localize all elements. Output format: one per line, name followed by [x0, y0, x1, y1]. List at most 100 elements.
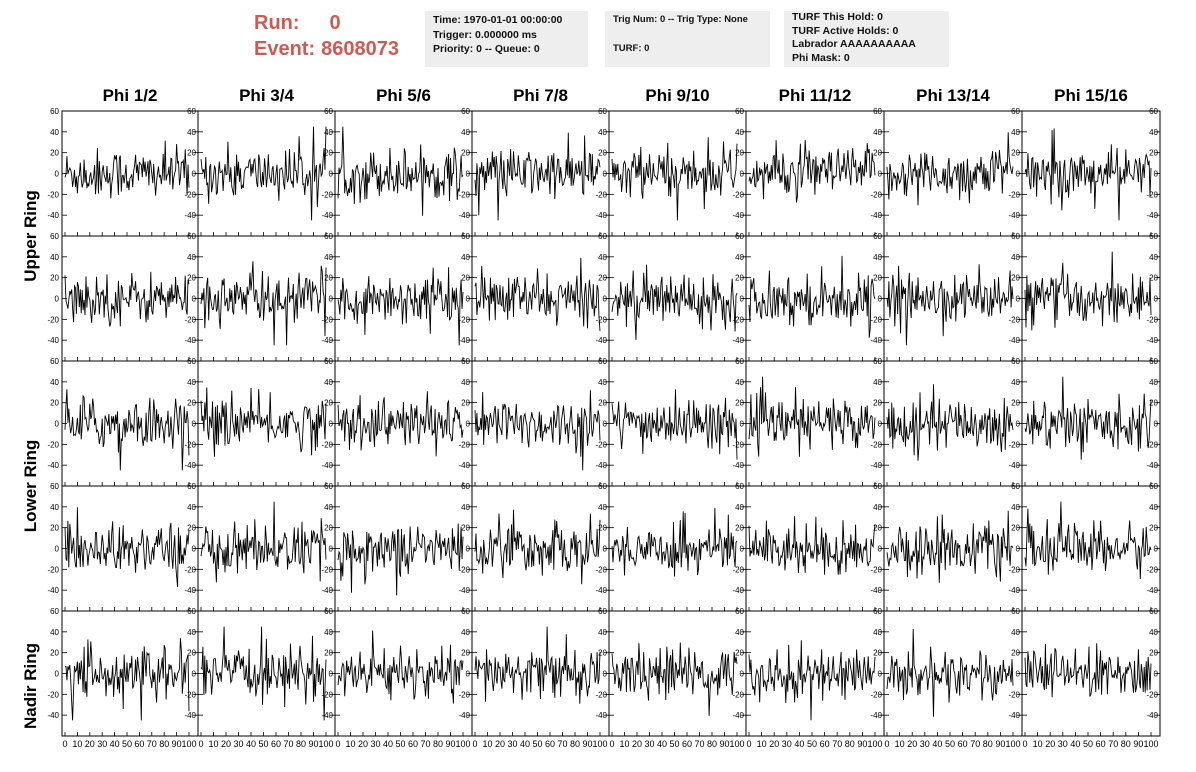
y-tick-label: -40 — [732, 211, 744, 220]
y-tick-label: 60 — [187, 107, 196, 116]
y-tick-label: -20 — [732, 190, 744, 199]
x-tick-label: 60 — [958, 739, 968, 749]
y-tick-label: -20 — [458, 690, 470, 699]
x-tick-label: 60 — [271, 739, 281, 749]
y-tick-label: 60 — [873, 482, 882, 491]
x-tick-label: 0 — [884, 739, 889, 749]
y-tick-label: 20 — [873, 649, 882, 658]
x-tick-label: 30 — [97, 739, 107, 749]
x-tick-label: 20 — [358, 739, 368, 749]
y-tick-label: 20 — [50, 399, 59, 408]
x-tick-label: 20 — [85, 739, 95, 749]
x-tick-label: 70 — [970, 739, 980, 749]
waveform-line — [337, 126, 464, 216]
waveform-line — [886, 628, 1014, 717]
waveform-line — [337, 391, 464, 457]
waveform-line — [474, 390, 601, 471]
y-tick-label: -40 — [458, 711, 470, 720]
y-tick-label: -20 — [870, 565, 882, 574]
waveform-panel — [334, 110, 473, 237]
y-tick-label: 60 — [461, 607, 470, 616]
y-tick-label: 0 — [329, 295, 334, 304]
panel-frame — [197, 610, 336, 737]
x-tick-label: 80 — [570, 739, 580, 749]
y-tick-label: 20 — [598, 649, 607, 658]
y-tick-label: -20 — [458, 315, 470, 324]
y-tick-label: 20 — [187, 274, 196, 283]
y-tick-label: 20 — [324, 274, 333, 283]
y-tick-label: 40 — [50, 128, 59, 137]
y-tick-label: -20 — [595, 440, 607, 449]
waveform-line — [474, 626, 601, 704]
y-tick-label: 60 — [598, 482, 607, 491]
y-tick-label: 20 — [735, 524, 744, 533]
waveform-panel — [745, 485, 885, 612]
y-tick-label: 60 — [1149, 357, 1158, 366]
waveform-line — [64, 389, 190, 471]
y-tick-label: 0 — [740, 545, 745, 554]
y-tick-label: -20 — [321, 190, 333, 199]
y-tick-label: 60 — [324, 607, 333, 616]
x-tick-label: 10 — [208, 739, 218, 749]
y-tick-label: 0 — [878, 545, 883, 554]
x-tick-label: 40 — [794, 739, 804, 749]
column-header-phi-3-4: Phi 3/4 — [239, 86, 294, 105]
y-tick-label: 60 — [1149, 482, 1158, 491]
labrador-text: Labrador AAAAAAAAAA — [792, 38, 916, 50]
waveform-line — [474, 132, 601, 221]
x-tick-label: 50 — [1083, 739, 1093, 749]
x-tick-label: 80 — [296, 739, 306, 749]
waveform-panel — [745, 610, 885, 737]
y-tick-label: -20 — [1008, 690, 1020, 699]
y-tick-label: 20 — [873, 274, 882, 283]
x-tick-label: 60 — [682, 739, 692, 749]
x-tick-label: 90 — [719, 739, 729, 749]
y-tick-label: 20 — [1149, 524, 1158, 533]
turf-info-box: TURF This Hold: 0 TURF Active Holds: 0 L… — [784, 11, 949, 67]
x-tick-label: 70 — [283, 739, 293, 749]
y-tick-label: 20 — [50, 274, 59, 283]
y-tick-label: 0 — [603, 545, 608, 554]
x-tick-label: 80 — [983, 739, 993, 749]
x-tick-label: 50 — [945, 739, 955, 749]
event-label: Event: — [254, 38, 316, 60]
x-tick-label: 90 — [582, 739, 592, 749]
y-tick-label: 40 — [324, 628, 333, 637]
y-tick-label: -40 — [1146, 211, 1158, 220]
y-tick-label: 40 — [461, 378, 470, 387]
y-tick-label: 40 — [461, 128, 470, 137]
waveform-panel — [471, 485, 610, 612]
x-tick-label: 10 — [345, 739, 355, 749]
y-tick-label: 40 — [873, 378, 882, 387]
y-tick-label: -20 — [1008, 440, 1020, 449]
y-tick-label: -40 — [1008, 461, 1020, 470]
x-tick-label: 20 — [632, 739, 642, 749]
waveform-line — [611, 264, 738, 340]
y-tick-label: -40 — [47, 461, 59, 470]
x-tick-label: 60 — [408, 739, 418, 749]
y-tick-label: -40 — [870, 211, 882, 220]
waveform-line — [1024, 643, 1152, 698]
y-tick-label: 0 — [329, 545, 334, 554]
y-tick-label: -40 — [732, 336, 744, 345]
y-tick-label: -20 — [595, 315, 607, 324]
y-tick-label: 40 — [50, 628, 59, 637]
waveform-line — [748, 516, 876, 575]
y-tick-label: 20 — [324, 399, 333, 408]
x-tick-label: 10 — [619, 739, 629, 749]
y-tick-label: 60 — [1149, 107, 1158, 116]
y-tick-label: 40 — [873, 128, 882, 137]
x-tick-label: 100 — [318, 739, 333, 749]
x-tick-label: 10 — [895, 739, 905, 749]
y-tick-label: 0 — [55, 545, 60, 554]
x-tick-label: 100 — [181, 739, 196, 749]
x-tick-label: 0 — [1022, 739, 1027, 749]
y-tick-label: -40 — [732, 461, 744, 470]
run-value: 0 — [329, 12, 341, 34]
y-tick-label: 40 — [873, 503, 882, 512]
turf-active-holds-text: TURF Active Holds: 0 — [792, 24, 899, 37]
y-tick-label: 20 — [1011, 649, 1020, 658]
y-tick-label: -20 — [1146, 440, 1158, 449]
y-tick-label: 0 — [1154, 420, 1159, 429]
